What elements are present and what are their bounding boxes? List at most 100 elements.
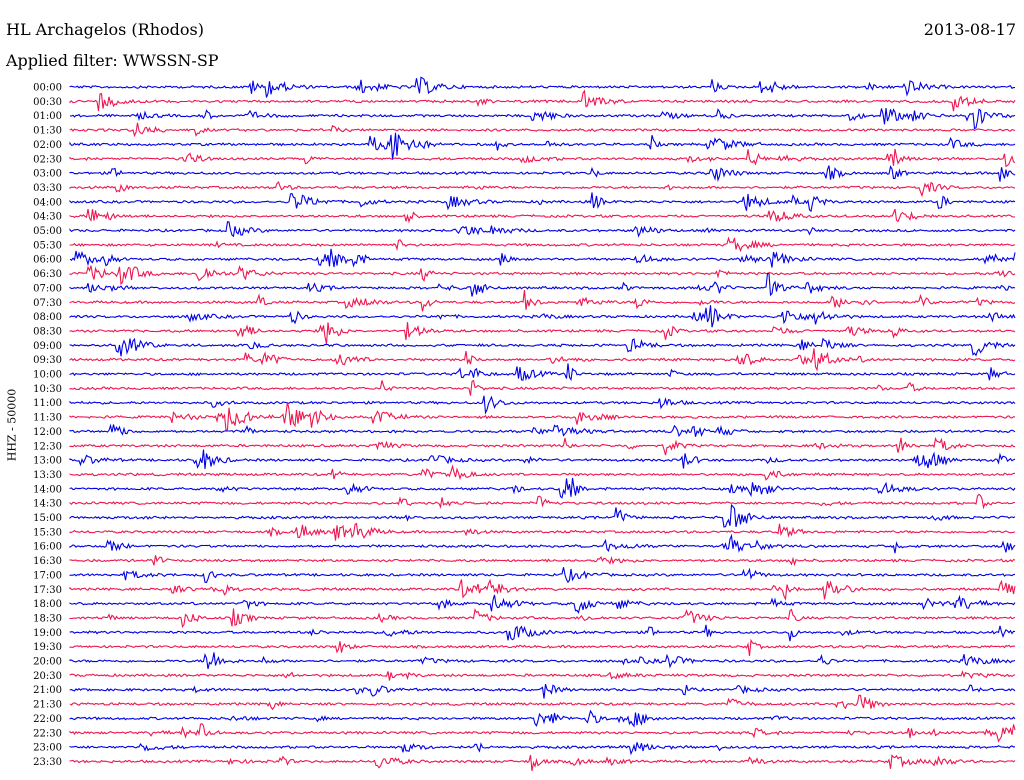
seismic-trace [69,608,1016,629]
time-tick-label: 09:30 [33,355,62,366]
time-tick-label: 03:00 [33,169,62,180]
time-tick-label: 16:00 [33,542,62,553]
seismic-trace [69,709,1016,728]
time-tick-label: 06:30 [33,269,62,280]
time-tick-label: 19:00 [33,628,62,639]
time-tick-label: 11:30 [33,413,62,424]
time-tick-label: 18:30 [33,613,62,624]
seismic-trace [69,221,1016,238]
time-tick-label: 06:00 [33,255,62,266]
seismic-trace [69,89,1016,112]
seismic-trace [69,248,1016,268]
time-tick-label: 20:00 [33,657,62,668]
time-tick-label: 12:30 [33,441,62,452]
time-tick-label: 13:00 [33,456,62,467]
time-tick-label: 15:30 [33,527,62,538]
filter-label: Applied filter: WWSSN-SP [6,51,219,70]
date-label: 2013-08-17 [923,20,1016,39]
time-tick-label: 01:30 [33,126,62,137]
time-tick-label: 15:00 [33,513,62,524]
seismic-trace [69,624,1016,642]
seismic-trace [69,477,1016,499]
time-tick-label: 02:00 [33,140,62,151]
time-tick-label: 18:00 [33,599,62,610]
seismic-trace [69,401,1016,432]
seismic-trace [69,464,1016,481]
seismic-trace [69,181,1016,198]
seismic-trace [69,192,1016,213]
time-tick-label: 07:30 [33,298,62,309]
seismic-trace [69,522,1016,541]
seismic-trace [69,723,1016,743]
seismic-trace [69,272,1016,297]
seismic-trace [69,594,1016,614]
time-tick-label: 07:00 [33,283,62,294]
seismic-trace [69,555,1016,567]
seismic-trace [69,683,1016,699]
time-tick-label: 21:00 [33,685,62,696]
seismic-trace [69,265,1016,286]
seismic-trace [69,305,1016,328]
time-tick-label: 04:30 [33,212,62,223]
seismic-trace [69,322,1016,345]
time-tick-label: 11:00 [33,398,62,409]
time-tick-label: 13:30 [33,470,62,481]
seismic-trace [69,122,1016,138]
time-tick-label: 23:00 [33,743,62,754]
seismic-trace [69,670,1016,681]
time-tick-label: 05:00 [33,226,62,237]
time-tick-label: 17:00 [33,570,62,581]
seismic-trace [69,348,1016,372]
seismic-trace [69,436,1015,456]
time-tick-label: 22:00 [33,714,62,725]
time-tick-label: 00:00 [33,83,62,94]
seismic-trace [69,76,1016,98]
time-tick-label: 19:30 [33,642,62,653]
time-tick-label: 10:00 [33,370,62,381]
seismic-trace [69,395,1016,415]
seismic-trace [69,379,1016,396]
time-tick-label: 08:30 [33,326,62,337]
time-tick-label: 00:30 [33,97,62,108]
seismic-trace [69,423,1016,437]
time-tick-label: 05:30 [33,240,62,251]
seismic-trace [69,503,1016,528]
time-tick-label: 02:30 [33,154,62,165]
time-tick-label: 03:30 [33,183,62,194]
time-tick-label: 20:30 [33,671,62,682]
seismic-trace [69,652,1016,670]
seismic-trace [69,578,1016,601]
time-tick-label: 08:00 [33,312,62,323]
seismic-trace [69,754,1016,771]
time-tick-label: 16:30 [33,556,62,567]
time-tick-label: 01:00 [33,111,62,122]
seismic-trace [69,132,1016,160]
seismic-trace [69,236,1016,253]
time-tick-label: 04:00 [33,197,62,208]
time-tick-label: 14:00 [33,484,62,495]
seismic-trace [69,694,1016,711]
time-tick-label: 22:30 [33,728,62,739]
time-tick-label: 14:30 [33,499,62,510]
time-tick-label: 21:30 [33,700,62,711]
time-tick-label: 17:30 [33,585,62,596]
seismic-trace [69,208,1016,224]
seismic-trace [69,289,1016,312]
seismic-trace [69,337,1016,357]
time-tick-label: 12:00 [33,427,62,438]
seismic-trace [69,638,1016,656]
station-title: HL Archagelos (Rhodos) [6,20,204,39]
time-tick-label: 10:30 [33,384,62,395]
seismic-trace [69,533,1016,554]
time-tick-label: 09:00 [33,341,62,352]
seismic-trace [69,493,1015,510]
seismic-trace [69,449,1016,470]
seismic-trace [69,567,1016,584]
seismic-trace [69,108,1016,130]
seismic-trace [69,148,1016,168]
seismic-trace [69,363,1016,382]
time-tick-label: 23:30 [33,757,62,768]
seismic-trace [69,165,1016,183]
seismic-trace [69,742,1016,756]
